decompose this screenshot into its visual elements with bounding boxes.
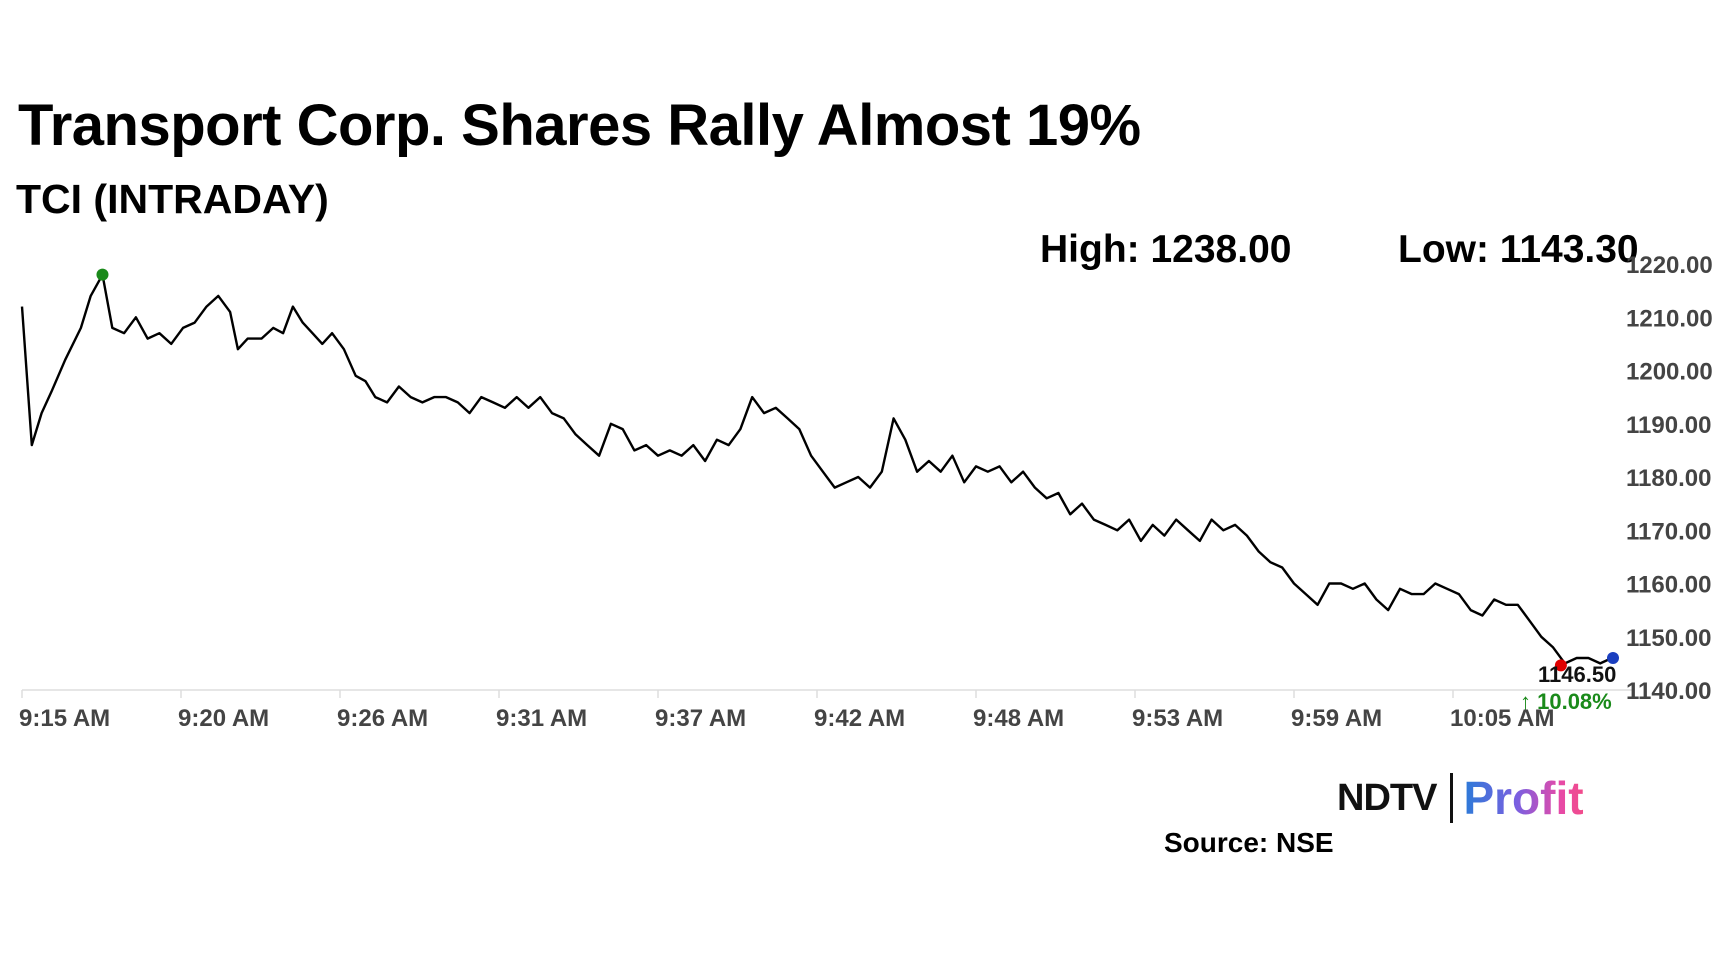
x-tick-label: 9:20 AM — [178, 705, 269, 732]
x-tick-label: 9:31 AM — [496, 705, 587, 732]
high-marker — [96, 268, 109, 281]
x-tick-label: 10:05 AM — [1450, 705, 1554, 732]
x-tick-label: 9:26 AM — [337, 705, 428, 732]
logo-divider — [1450, 773, 1454, 823]
ndtv-profit-logo: NDTV Profit — [1337, 771, 1584, 825]
y-tick-label: 1160.00 — [1626, 572, 1711, 599]
low-marker — [1554, 659, 1567, 672]
y-tick-label: 1140.00 — [1626, 678, 1711, 705]
x-tick-label: 9:53 AM — [1132, 705, 1223, 732]
ndtv-wordmark: NDTV — [1337, 776, 1437, 819]
profit-wordmark: Profit — [1463, 772, 1584, 824]
y-tick-label: 1210.00 — [1626, 305, 1713, 332]
chart-title: Transport Corp. Shares Rally Almost 19% — [18, 93, 1141, 158]
last-price-marker — [1607, 652, 1619, 665]
y-tick-label: 1200.00 — [1626, 359, 1713, 386]
y-tick-label: 1170.00 — [1626, 518, 1711, 545]
chart-subtitle: TCI (INTRADAY) — [16, 176, 329, 222]
x-tick-label: 9:15 AM — [19, 705, 110, 732]
y-tick-label: 1180.00 — [1626, 465, 1711, 492]
last-price-label: 1146.50 — [1538, 662, 1616, 687]
y-tick-label: 1190.00 — [1626, 412, 1711, 439]
high-label: High: 1238.00 — [1040, 228, 1292, 271]
x-tick-label: 9:37 AM — [655, 705, 746, 732]
source-note: Source: NSE — [1164, 827, 1334, 858]
price-series-line — [20, 273, 1613, 665]
x-tick-label: 9:59 AM — [1291, 705, 1382, 732]
x-tick-label: 9:48 AM — [973, 705, 1064, 732]
y-tick-label: 1220.00 — [1626, 252, 1713, 279]
change-percent-label: ↑ 10.08% — [1520, 689, 1612, 714]
low-label: Low: 1143.30 — [1398, 228, 1639, 271]
y-tick-label: 1150.00 — [1626, 625, 1711, 652]
x-tick-label: 9:42 AM — [814, 705, 905, 732]
